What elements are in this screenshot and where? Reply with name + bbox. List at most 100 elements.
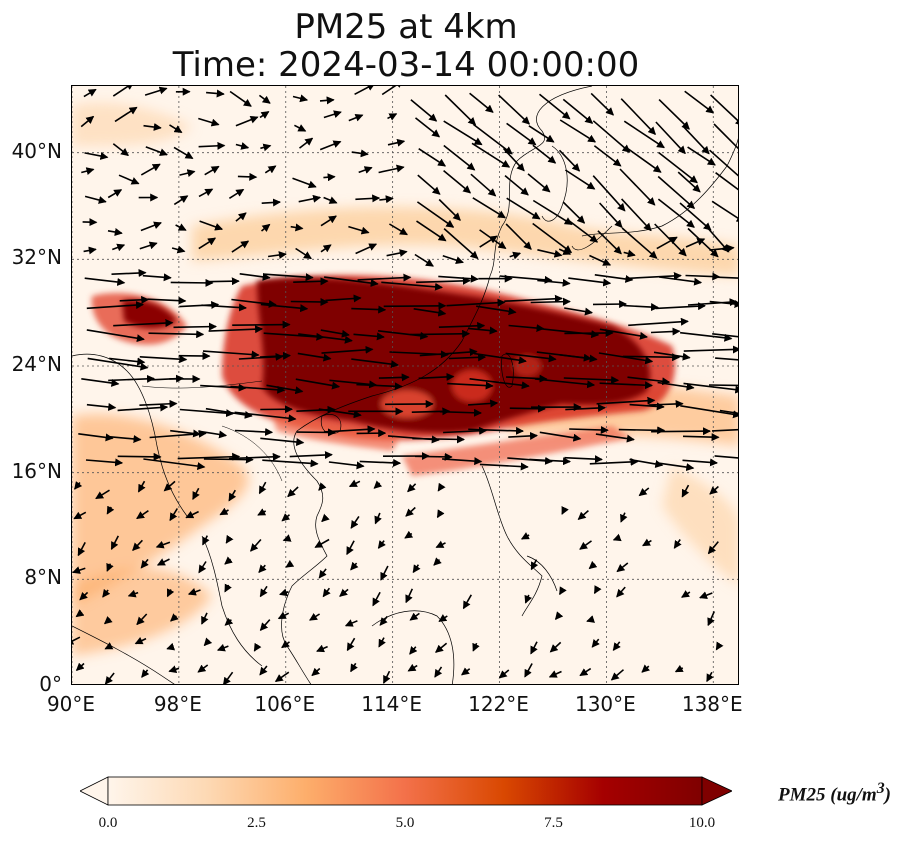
- wind-arrow: [638, 487, 650, 497]
- wind-arrow: [201, 303, 247, 312]
- wind-arrow: [711, 200, 738, 223]
- wind-arrow: [239, 272, 271, 281]
- wind-arrow: [382, 670, 391, 684]
- wind-arrow: [498, 669, 510, 679]
- wind-arrow: [682, 433, 720, 442]
- wind-arrow: [228, 188, 245, 199]
- wind-arrow: [498, 94, 531, 125]
- colorbar-title-close: ): [884, 784, 891, 806]
- wind-arrow: [112, 143, 129, 157]
- wind-arrow: [175, 223, 187, 231]
- wind-arrow: [461, 667, 471, 676]
- wind-arrow: [112, 243, 126, 252]
- wind-arrow: [530, 297, 571, 306]
- wind-arrow: [173, 146, 194, 160]
- wind-arrow: [318, 408, 362, 419]
- wind-arrow: [75, 662, 85, 671]
- pm25-streak-south: [272, 416, 402, 451]
- wind-arrow: [418, 148, 447, 167]
- wind-arrow: [309, 612, 321, 621]
- wind-arrow: [687, 298, 738, 307]
- wind-arrow: [328, 461, 365, 470]
- wind-arrow: [378, 373, 410, 382]
- wind-arrow: [378, 164, 405, 174]
- wind-arrow: [554, 611, 564, 620]
- wind-arrow: [650, 327, 681, 336]
- wind-arrow: [505, 374, 548, 383]
- wind-arrow: [433, 557, 442, 566]
- wind-arrow: [715, 641, 724, 651]
- wind-arrow: [590, 92, 615, 116]
- wind-arrow: [709, 244, 735, 253]
- wind-arrow: [443, 120, 483, 146]
- wind-arrow: [234, 411, 297, 423]
- wind-arrow: [107, 189, 123, 199]
- wind-arrow: [656, 236, 678, 250]
- wind-arrow: [359, 458, 402, 467]
- wind-arrow: [230, 385, 286, 394]
- pm25-band-north: [192, 207, 738, 276]
- wind-arrow: [715, 172, 738, 191]
- wind-arrow: [134, 636, 147, 645]
- wind-arrow: [706, 671, 714, 683]
- wind-arrow: [203, 455, 254, 464]
- wind-arrow: [629, 402, 665, 411]
- wind-arrow: [348, 225, 370, 235]
- lat-tick-label: 40°N: [11, 138, 62, 163]
- wind-arrow: [680, 331, 733, 342]
- coastline-borneo: [371, 610, 455, 684]
- wind-arrow: [198, 561, 207, 574]
- wind-arrow: [563, 376, 620, 385]
- wind-arrow: [274, 671, 290, 683]
- wind-arrow: [259, 585, 268, 598]
- wind-arrow: [282, 534, 292, 542]
- wind-arrow: [356, 382, 403, 391]
- wind-arrow: [509, 404, 546, 413]
- wind-arrow: [407, 483, 417, 493]
- wind-arrow: [259, 619, 271, 631]
- wind-arrow: [564, 455, 603, 464]
- wind-arrow: [504, 294, 563, 303]
- pm25-map-canvas: [72, 86, 738, 684]
- wind-arrow: [682, 458, 718, 467]
- wind-arrow: [593, 145, 622, 167]
- wind-arrow: [594, 274, 634, 283]
- wind-arrow: [320, 329, 350, 338]
- wind-arrow: [413, 308, 447, 317]
- wind-arrow: [548, 670, 562, 678]
- wind-arrow: [589, 457, 639, 466]
- wind-arrow: [434, 666, 443, 678]
- wind-arrow: [628, 317, 689, 327]
- wind-arrow: [117, 403, 169, 412]
- pm25-band-northwest: [72, 102, 192, 146]
- wind-arrow: [447, 381, 494, 390]
- wind-arrow: [437, 482, 446, 492]
- wind-arrow: [277, 611, 290, 620]
- wind-arrow: [591, 638, 600, 648]
- wind-arrow: [416, 220, 447, 242]
- wind-arrow: [709, 300, 738, 309]
- wind-arrow: [112, 86, 135, 97]
- wind-arrow: [235, 212, 247, 222]
- wind-arrow: [374, 512, 382, 525]
- wind-arrow: [623, 120, 665, 149]
- wind-arrow: [80, 115, 95, 128]
- wind-arrow: [143, 458, 206, 471]
- wind-arrow: [253, 642, 262, 652]
- wind-arrow: [237, 172, 258, 181]
- wind-arrow: [539, 431, 582, 442]
- wind-arrow: [564, 169, 596, 190]
- wind-arrow: [598, 352, 654, 365]
- map-panel: [71, 85, 739, 685]
- wind-arrow: [292, 177, 317, 189]
- wind-arrow: [224, 583, 232, 593]
- wind-arrow: [357, 273, 412, 282]
- wind-arrow: [682, 126, 710, 155]
- wind-arrow: [565, 404, 606, 413]
- wind-arrow: [132, 539, 143, 552]
- wind-arrow: [379, 615, 388, 626]
- wind-arrow: [439, 408, 482, 417]
- wind-arrow: [378, 330, 429, 340]
- wind-arrow: [468, 399, 499, 408]
- wind-arrow: [139, 355, 188, 364]
